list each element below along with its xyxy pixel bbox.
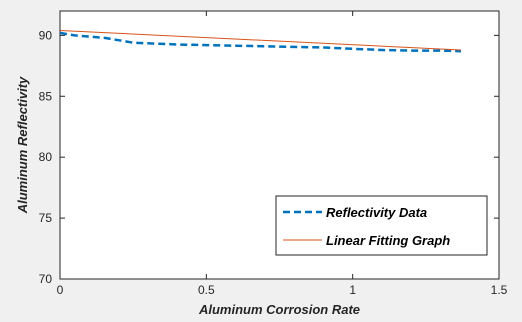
x-tick-label: 0.5: [198, 283, 215, 297]
x-tick-label: 1: [349, 283, 356, 297]
y-tick-label: 75: [39, 211, 53, 225]
x-tick-label: 0: [57, 283, 64, 297]
y-axis-label: Aluminum Reflectivity: [15, 76, 30, 214]
legend-label: Linear Fitting Graph: [326, 233, 450, 248]
x-axis-label: Aluminum Corrosion Rate: [198, 302, 360, 317]
y-tick-label: 80: [39, 150, 53, 164]
legend: Reflectivity Data Linear Fitting Graph: [275, 195, 488, 256]
series-line-reflectivity-data: [59, 31, 462, 53]
legend-label: Reflectivity Data: [326, 205, 427, 220]
y-tick-label: 90: [39, 28, 53, 42]
x-tick-label: 1.5: [491, 283, 508, 297]
legend-box: [275, 195, 488, 256]
series-line-linear-fit: [59, 30, 462, 51]
y-tick-label: 85: [39, 89, 53, 103]
y-tick-label: 70: [39, 272, 53, 286]
